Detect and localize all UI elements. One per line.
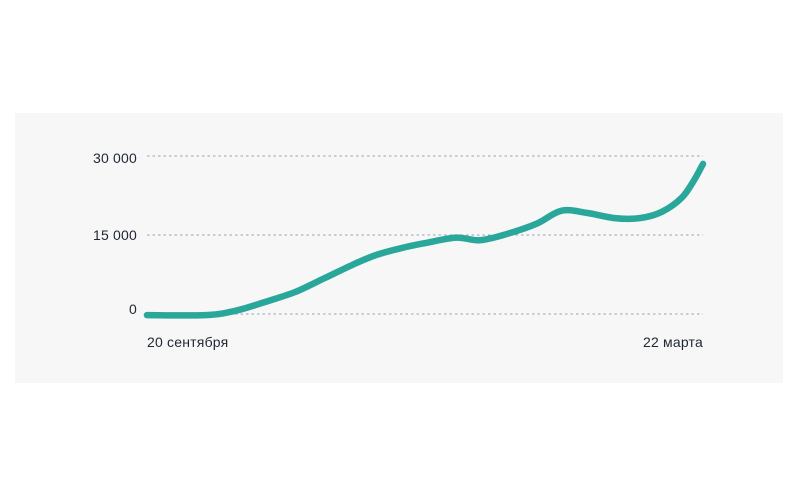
series-line: [143, 160, 707, 319]
y-tick-label-15000: 15 000: [93, 227, 137, 243]
y-tick-label-0: 0: [129, 301, 137, 317]
y-tick-label-30000: 30 000: [93, 150, 137, 166]
gridlines: [147, 155, 703, 315]
visitors-line-chart: 0 15 000 30 000 20 сентября 22 марта: [93, 150, 707, 350]
x-tick-label-end: 22 марта: [643, 334, 703, 350]
chart-panel: 0 15 000 30 000 20 сентября 22 марта: [15, 113, 783, 383]
x-tick-label-start: 20 сентября: [147, 334, 228, 350]
